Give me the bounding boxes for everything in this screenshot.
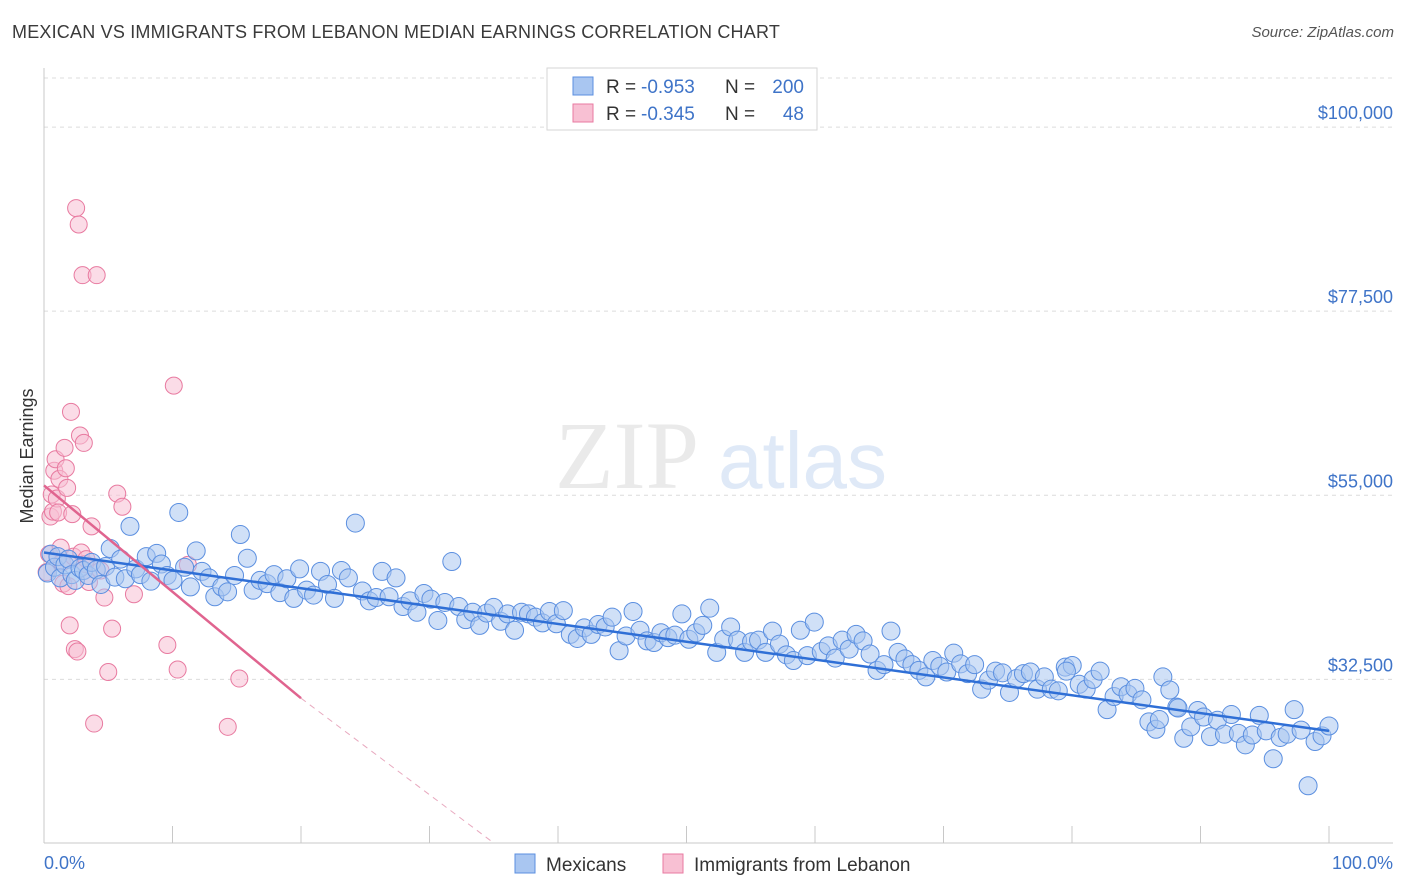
mexicans-point-29	[169, 502, 189, 522]
series-lebanon-points	[37, 199, 249, 736]
trend-line-lebanon-extension	[300, 697, 495, 844]
lebanon-point-47	[230, 669, 249, 688]
mexicans-point-38	[225, 565, 245, 585]
lebanon-point-37	[99, 663, 118, 681]
trend-line-lebanon	[43, 484, 302, 700]
mexicans-point-39	[230, 525, 250, 545]
lebanon-point-46	[218, 717, 237, 736]
mexicans-point-191	[1284, 700, 1304, 720]
x-tick-min: 0.0%	[44, 853, 85, 873]
mexicans-point-106	[693, 615, 713, 635]
mexicans-point-199	[1056, 661, 1076, 681]
lebanon-point-42	[158, 636, 177, 654]
y-tick-label-0: $32,500	[1328, 655, 1393, 675]
mexicans-point-93	[602, 607, 622, 627]
mexicans-point-145	[965, 655, 985, 675]
lebanon-point-15	[58, 478, 77, 497]
legend-n-value-mexicans: 200	[772, 77, 804, 98]
legend-r-label-lebanon: R =	[606, 104, 636, 125]
mexicans-point-188	[1263, 749, 1283, 769]
series-mexicans-points	[37, 502, 1339, 796]
mexicans-point-37	[218, 582, 238, 602]
lebanon-point-19	[63, 505, 82, 524]
lebanon-point-28	[74, 433, 93, 452]
mexicans-point-193	[1298, 776, 1318, 796]
lebanon-point-18	[61, 402, 80, 421]
mexicans-point-68	[428, 610, 448, 630]
lebanon-point-41	[124, 585, 143, 604]
mexicans-point-20	[120, 516, 140, 536]
mexicans-point-62	[386, 568, 406, 588]
lebanon-point-13	[55, 438, 74, 457]
mexicans-point-130	[860, 644, 880, 664]
chart-title: MEXICAN VS IMMIGRANTS FROM LEBANON MEDIA…	[12, 22, 781, 42]
y-tick-label-2: $77,500	[1328, 287, 1393, 307]
axes	[43, 68, 1393, 844]
series-legend: Mexicans Immigrants from Lebanon	[514, 853, 911, 876]
mexicans-point-32	[186, 541, 206, 561]
watermark-zip: ZIP	[555, 402, 699, 509]
trend-lines	[43, 484, 1330, 844]
lebanon-point-24	[69, 215, 88, 234]
lebanon-point-22	[67, 199, 86, 218]
bottom-legend-label-mexicans: Mexicans	[546, 855, 626, 876]
y-axis-label: Median Earnings	[17, 388, 37, 523]
mexicans-point-103	[672, 604, 692, 624]
lebanon-point-23	[68, 642, 87, 661]
bottom-legend-swatch-mexicans	[514, 853, 536, 874]
mexicans-point-96	[623, 601, 643, 621]
mexicans-point-196	[1319, 716, 1339, 736]
legend-r-value-lebanon: -0.345	[641, 104, 695, 125]
mexicans-point-133	[881, 621, 901, 641]
lebanon-point-34	[87, 266, 106, 285]
x-tick-labels: 0.0% 100.0%	[44, 853, 1393, 873]
legend-n-label-lebanon: N =	[725, 104, 755, 125]
mexicans-point-122	[804, 612, 824, 632]
mexicans-point-70	[442, 552, 462, 572]
bottom-legend-swatch-lebanon	[662, 853, 684, 874]
mexicans-point-157	[1048, 681, 1068, 701]
mexicans-point-46	[277, 569, 297, 589]
mexicans-point-173	[1160, 680, 1180, 700]
mexicans-point-40	[237, 548, 257, 568]
legend-n-label-mexicans: N =	[725, 77, 755, 98]
y-tick-labels: $32,500 $55,000 $77,500 $100,000	[1318, 103, 1393, 675]
mexicans-point-120	[790, 620, 810, 640]
bottom-legend-label-lebanon: Immigrants from Lebanon	[694, 855, 911, 876]
lebanon-point-38	[103, 619, 122, 638]
watermark-atlas: atlas	[718, 416, 887, 505]
legend-r-label-mexicans: R =	[606, 77, 636, 98]
mexicans-point-107	[700, 598, 720, 618]
mexicans-point-182	[1221, 705, 1241, 725]
mexicans-point-86	[553, 601, 573, 621]
legend-swatch-lebanon	[572, 103, 594, 123]
correlation-legend: R = -0.953 N = 200 R = -0.345 N = 48	[546, 67, 818, 131]
lebanon-point-43	[164, 376, 183, 395]
x-tick-max: 100.0%	[1332, 853, 1393, 873]
lebanon-point-44	[168, 660, 187, 679]
mexicans-point-176	[1181, 717, 1201, 737]
mexicans-point-56	[345, 513, 365, 533]
mexicans-point-163	[1090, 661, 1110, 681]
lebanon-point-33	[85, 714, 104, 733]
watermark: ZIP atlas	[555, 402, 887, 509]
legend-r-value-mexicans: -0.953	[641, 77, 695, 98]
y-tick-label-1: $55,000	[1328, 471, 1393, 491]
lebanon-point-40	[113, 497, 132, 516]
mexicans-point-55	[338, 568, 358, 588]
legend-swatch-mexicans	[572, 76, 594, 96]
legend-n-value-lebanon: 48	[783, 104, 804, 125]
trend-line-mexicans	[43, 551, 1330, 733]
mexicans-point-48	[290, 559, 310, 579]
chart-source: Source: ZipAtlas.com	[1251, 24, 1394, 41]
mexicans-point-31	[180, 577, 200, 597]
mexicans-point-198	[1149, 709, 1169, 729]
lebanon-point-14	[56, 459, 75, 478]
lebanon-point-17	[60, 616, 79, 635]
y-tick-label-3: $100,000	[1318, 103, 1393, 123]
mexicans-point-79	[505, 620, 525, 640]
